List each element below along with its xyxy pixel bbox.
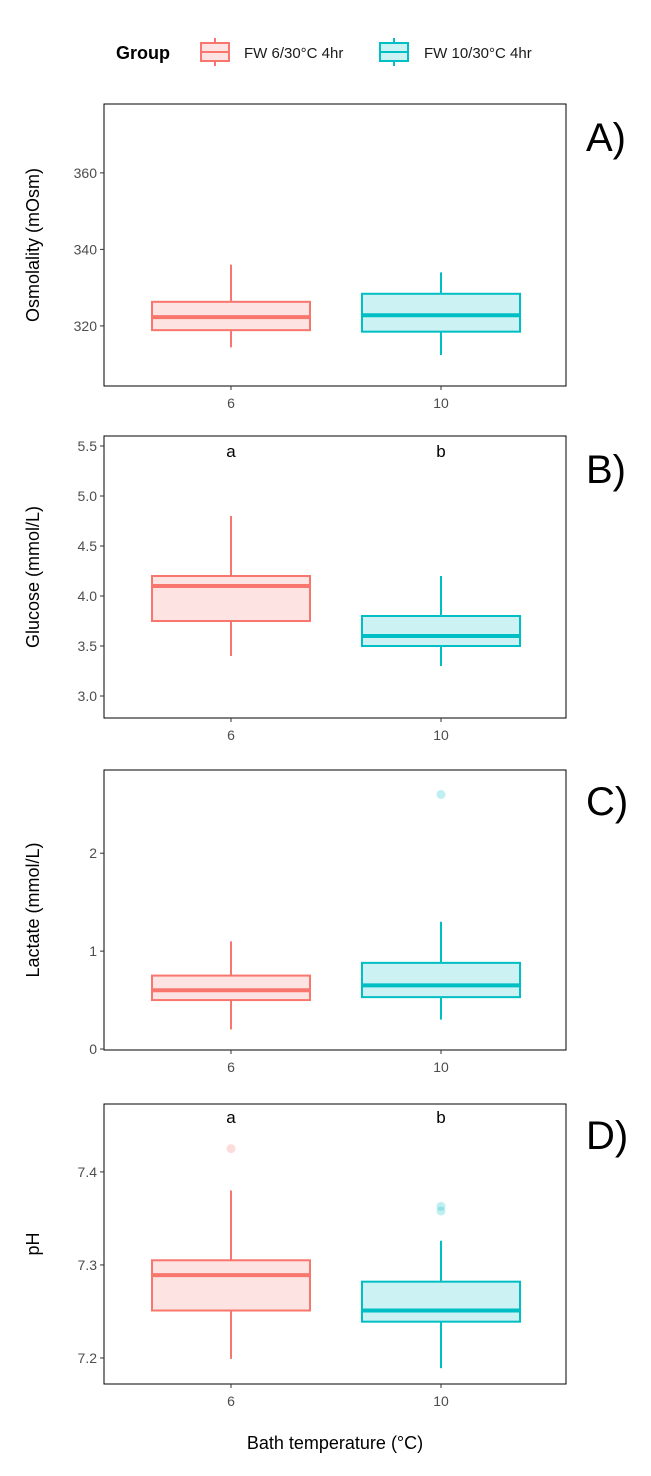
outlier-point [436,1201,446,1211]
box-iqr [151,575,311,622]
plot-frame [103,769,567,1051]
box-iqr [361,1280,521,1323]
box-10 [361,272,521,356]
panel-c: C) Lactate (mmol/L) 0 1 2 6 10 [23,769,628,1075]
y-tick-label: 2 [89,845,97,861]
y-tick-label: 5.5 [78,438,98,454]
y-tick-label: 360 [74,165,98,181]
outlier-point [436,789,446,799]
legend-label-0: FW 6/30°C 4hr [244,45,343,62]
y-tick-label: 5.0 [78,488,98,504]
x-tick-label: 10 [433,395,449,411]
box-10 [361,789,521,1020]
panel-label: B) [586,448,626,492]
y-tick-label: 3.0 [78,688,98,704]
y-tick-label: 340 [74,241,98,257]
x-tick-label: 6 [227,1393,235,1409]
box-iqr [151,1259,311,1312]
panel-b: B) Glucose (mmol/L) a b 3.0 3.5 4.0 4.5 5.0 5… [23,435,626,743]
legend-key-0 [200,38,230,66]
x-tick-label: 6 [227,1059,235,1075]
y-tick-label: 7.3 [78,1257,98,1273]
x-axis-label: Bath temperature (°C) [247,1433,423,1453]
y-axis-label: Lactate (mmol/L) [23,842,43,977]
legend-key-1 [379,38,409,66]
legend: Group FW 6/30°C 4hr FW 10/30°C 4hr [116,38,532,66]
box-10 [361,576,521,666]
significance-letter: a [226,442,236,461]
y-tick-label: 0 [89,1041,97,1057]
y-axis-label: pH [23,1232,43,1255]
box-iqr [361,292,521,333]
box-6 [151,941,311,1030]
y-tick-label: 4.0 [78,588,98,604]
y-tick-label: 1 [89,943,97,959]
panel-label: C) [586,780,628,824]
panel-d: D) pH a b 7.2 7.3 7.4 6 10 [23,1103,628,1409]
panel-label: D) [586,1114,628,1158]
panel-label: A) [586,116,626,160]
plot-frame [103,103,567,387]
y-tick-label: 7.4 [78,1164,98,1180]
significance-letter: b [436,1108,445,1127]
box-6 [151,516,311,656]
outlier-point [436,1206,446,1216]
panel-a: A) Osmolality (mOsm) 320 340 360 6 10 [23,103,626,411]
legend-title: Group [116,43,170,63]
box-6 [151,264,311,348]
x-tick-label: 10 [433,1393,449,1409]
y-tick-label: 7.2 [78,1350,98,1366]
significance-letter: a [226,1108,236,1127]
y-axis-label: Osmolality (mOsm) [23,168,43,322]
x-tick-label: 10 [433,727,449,743]
y-tick-label: 320 [74,318,98,334]
box-10 [361,1201,521,1369]
outlier-point [226,1144,236,1154]
plot-frame [103,1103,567,1385]
significance-letter: b [436,442,445,461]
box-iqr [361,615,521,647]
x-tick-label: 6 [227,395,235,411]
y-axis-label: Glucose (mmol/L) [23,506,43,648]
legend-label-1: FW 10/30°C 4hr [424,45,532,62]
box-iqr [361,961,521,999]
y-tick-label: 4.5 [78,538,98,554]
x-tick-label: 10 [433,1059,449,1075]
box-iqr [151,974,311,1002]
x-tick-label: 6 [227,727,235,743]
box-6 [151,1144,311,1359]
y-tick-label: 3.5 [78,638,98,654]
